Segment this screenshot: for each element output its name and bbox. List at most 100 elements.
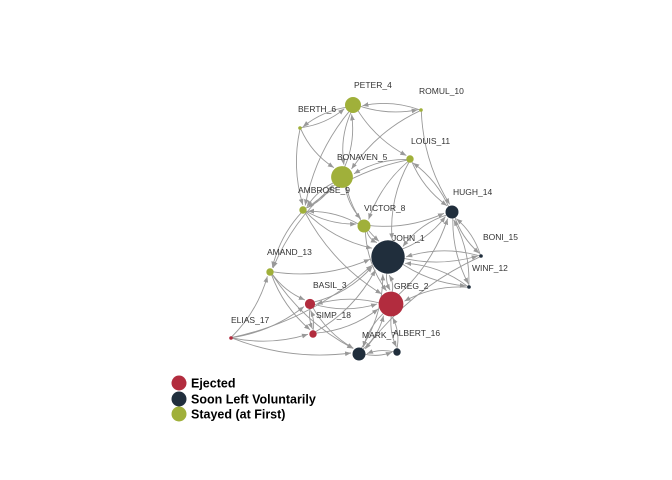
edge-victor_8-to-hugh_14	[367, 212, 445, 227]
node-label-boni-15: BONI_15	[483, 232, 518, 242]
edge-winf_12-to-greg_2	[404, 286, 468, 302]
edge-ambrose_9-to-victor_8	[304, 210, 357, 227]
node-greg-2	[378, 291, 404, 317]
edge-bonaven_5-to-john_1	[344, 182, 380, 242]
node-label-winf-12: WINF_12	[472, 263, 508, 273]
node-amand-13	[266, 268, 274, 276]
edge-mark_7-to-greg_2	[360, 315, 385, 352]
edge-elias_17-to-john_1	[231, 264, 373, 338]
edge-simp_18-to-john_1	[314, 269, 376, 333]
legend-label-left: Soon Left Voluntarily	[191, 393, 316, 407]
edges	[231, 102, 481, 357]
edge-albert_16-to-mark_7	[366, 349, 395, 355]
node-label-mark-7: MARK_7	[362, 330, 396, 340]
edge-hugh_14-to-winf_12	[452, 215, 469, 285]
edge-hugh_14-to-boni_15	[453, 215, 480, 254]
node-winf-12	[467, 285, 471, 289]
node-label-victor-8: VICTOR_8	[364, 203, 406, 213]
edge-john_1-to-winf_12	[397, 260, 466, 288]
edge-victor_8-to-greg_2	[364, 229, 387, 292]
edge-simp_18-to-basil_3	[310, 310, 316, 332]
edge-boni_15-to-john_1	[406, 250, 481, 258]
node-label-romul-10: ROMUL_10	[419, 86, 464, 96]
node-label-basil-3: BASIL_3	[313, 280, 347, 290]
edge-basil_3-to-simp_18	[307, 306, 313, 330]
node-elias-17	[229, 336, 233, 340]
edge-elias_17-to-amand_13	[231, 276, 269, 338]
node-label-berth-6: BERTH_6	[298, 104, 336, 114]
edge-louis_11-to-hugh_14	[410, 160, 448, 207]
edge-winf_12-to-john_1	[405, 261, 469, 287]
node-bonaven-5	[331, 166, 353, 188]
node-label-elias-17: ELIAS_17	[231, 315, 270, 325]
legend-swatch-ejected	[171, 375, 187, 391]
node-label-hugh-14: HUGH_14	[453, 187, 492, 197]
edge-amand_13-to-simp_18	[270, 273, 311, 331]
edge-winf_12-to-hugh_14	[453, 219, 470, 286]
legend-item-stayed: Stayed (at First)	[171, 406, 285, 422]
edge-elias_17-to-mark_7	[231, 337, 352, 357]
edge-basil_3-to-john_1	[312, 266, 373, 303]
edge-mark_7-to-john_1	[359, 274, 386, 351]
legend-label-ejected: Ejected	[191, 377, 235, 391]
edge-berth_6-to-bonaven_5	[300, 128, 335, 168]
node-label-peter-4: PETER_4	[354, 80, 392, 90]
edge-peter_4-to-berth_6	[302, 106, 349, 128]
edge-john_1-to-boni_15	[397, 255, 478, 263]
edge-amand_13-to-john_1	[272, 258, 371, 275]
edge-louis_11-to-john_1	[389, 160, 410, 240]
node-basil-3	[304, 298, 316, 310]
edge-boni_15-to-mark_7	[364, 256, 481, 350]
edge-peter_4-to-ambrose_9	[303, 109, 352, 206]
edge-romul_10-to-peter_4	[362, 102, 421, 111]
edge-ambrose_9-to-greg_2	[304, 211, 382, 295]
edge-berth_6-to-peter_4	[300, 108, 345, 129]
edge-louis_11-to-victor_8	[368, 160, 410, 220]
edge-hugh_14-to-louis_11	[412, 162, 451, 210]
edge-hugh_14-to-john_1	[402, 213, 449, 247]
node-peter-4	[345, 97, 361, 113]
node-albert-16	[393, 348, 401, 356]
node-label-greg-2: GREG_2	[394, 281, 429, 291]
legend-label-stayed: Stayed (at First)	[191, 408, 285, 422]
legend-item-ejected: Ejected	[171, 375, 235, 391]
nodes	[229, 97, 483, 361]
legend-swatch-stayed	[171, 406, 187, 422]
node-label-albert-16: ALBERT_16	[393, 328, 440, 338]
edge-peter_4-to-bonaven_5	[340, 109, 353, 165]
edge-boni_15-to-hugh_14	[456, 218, 481, 256]
node-ambrose-9	[299, 206, 307, 214]
node-hugh-14	[445, 205, 459, 219]
node-label-john-1: JOHN_1	[392, 233, 425, 243]
edge-amand_13-to-mark_7	[271, 273, 354, 349]
node-victor-8	[357, 219, 371, 233]
node-label-ambrose-9: AMBROSE_9	[298, 185, 350, 195]
edge-ambrose_9-to-bonaven_5	[304, 184, 333, 210]
legend-swatch-left	[171, 391, 187, 407]
legend-item-left: Soon Left Voluntarily	[171, 391, 316, 407]
edge-peter_4-to-romul_10	[357, 104, 418, 114]
edge-louis_11-to-ambrose_9	[307, 159, 409, 209]
node-boni-15	[479, 254, 483, 258]
legend: Ejected Soon Left Voluntarily Stayed (at…	[171, 375, 316, 422]
edge-romul_10-to-bonaven_5	[351, 110, 421, 170]
node-simp-18	[309, 330, 317, 338]
edge-berth_6-to-ambrose_9	[295, 129, 304, 206]
node-berth-6	[298, 126, 302, 130]
node-label-bonaven-5: BONAVEN_5	[337, 152, 388, 162]
edge-elias_17-to-simp_18	[232, 333, 309, 342]
edge-ambrose_9-to-john_1	[304, 210, 373, 250]
node-label-amand-13: AMAND_13	[267, 247, 312, 257]
node-louis-11	[406, 155, 414, 163]
edge-simp_18-to-greg_2	[314, 308, 379, 334]
node-mark-7	[352, 347, 366, 361]
edge-romul_10-to-hugh_14	[420, 110, 451, 205]
edge-peter_4-to-louis_11	[356, 108, 407, 156]
node-label-simp-18: SIMP_18	[316, 310, 351, 320]
node-john-1	[371, 240, 405, 274]
edge-bonaven_5-to-peter_4	[342, 114, 355, 171]
edge-ambrose_9-to-amand_13	[271, 211, 303, 268]
edge-victor_8-to-ambrose_9	[307, 208, 361, 226]
edge-greg_2-to-hugh_14	[394, 218, 449, 299]
